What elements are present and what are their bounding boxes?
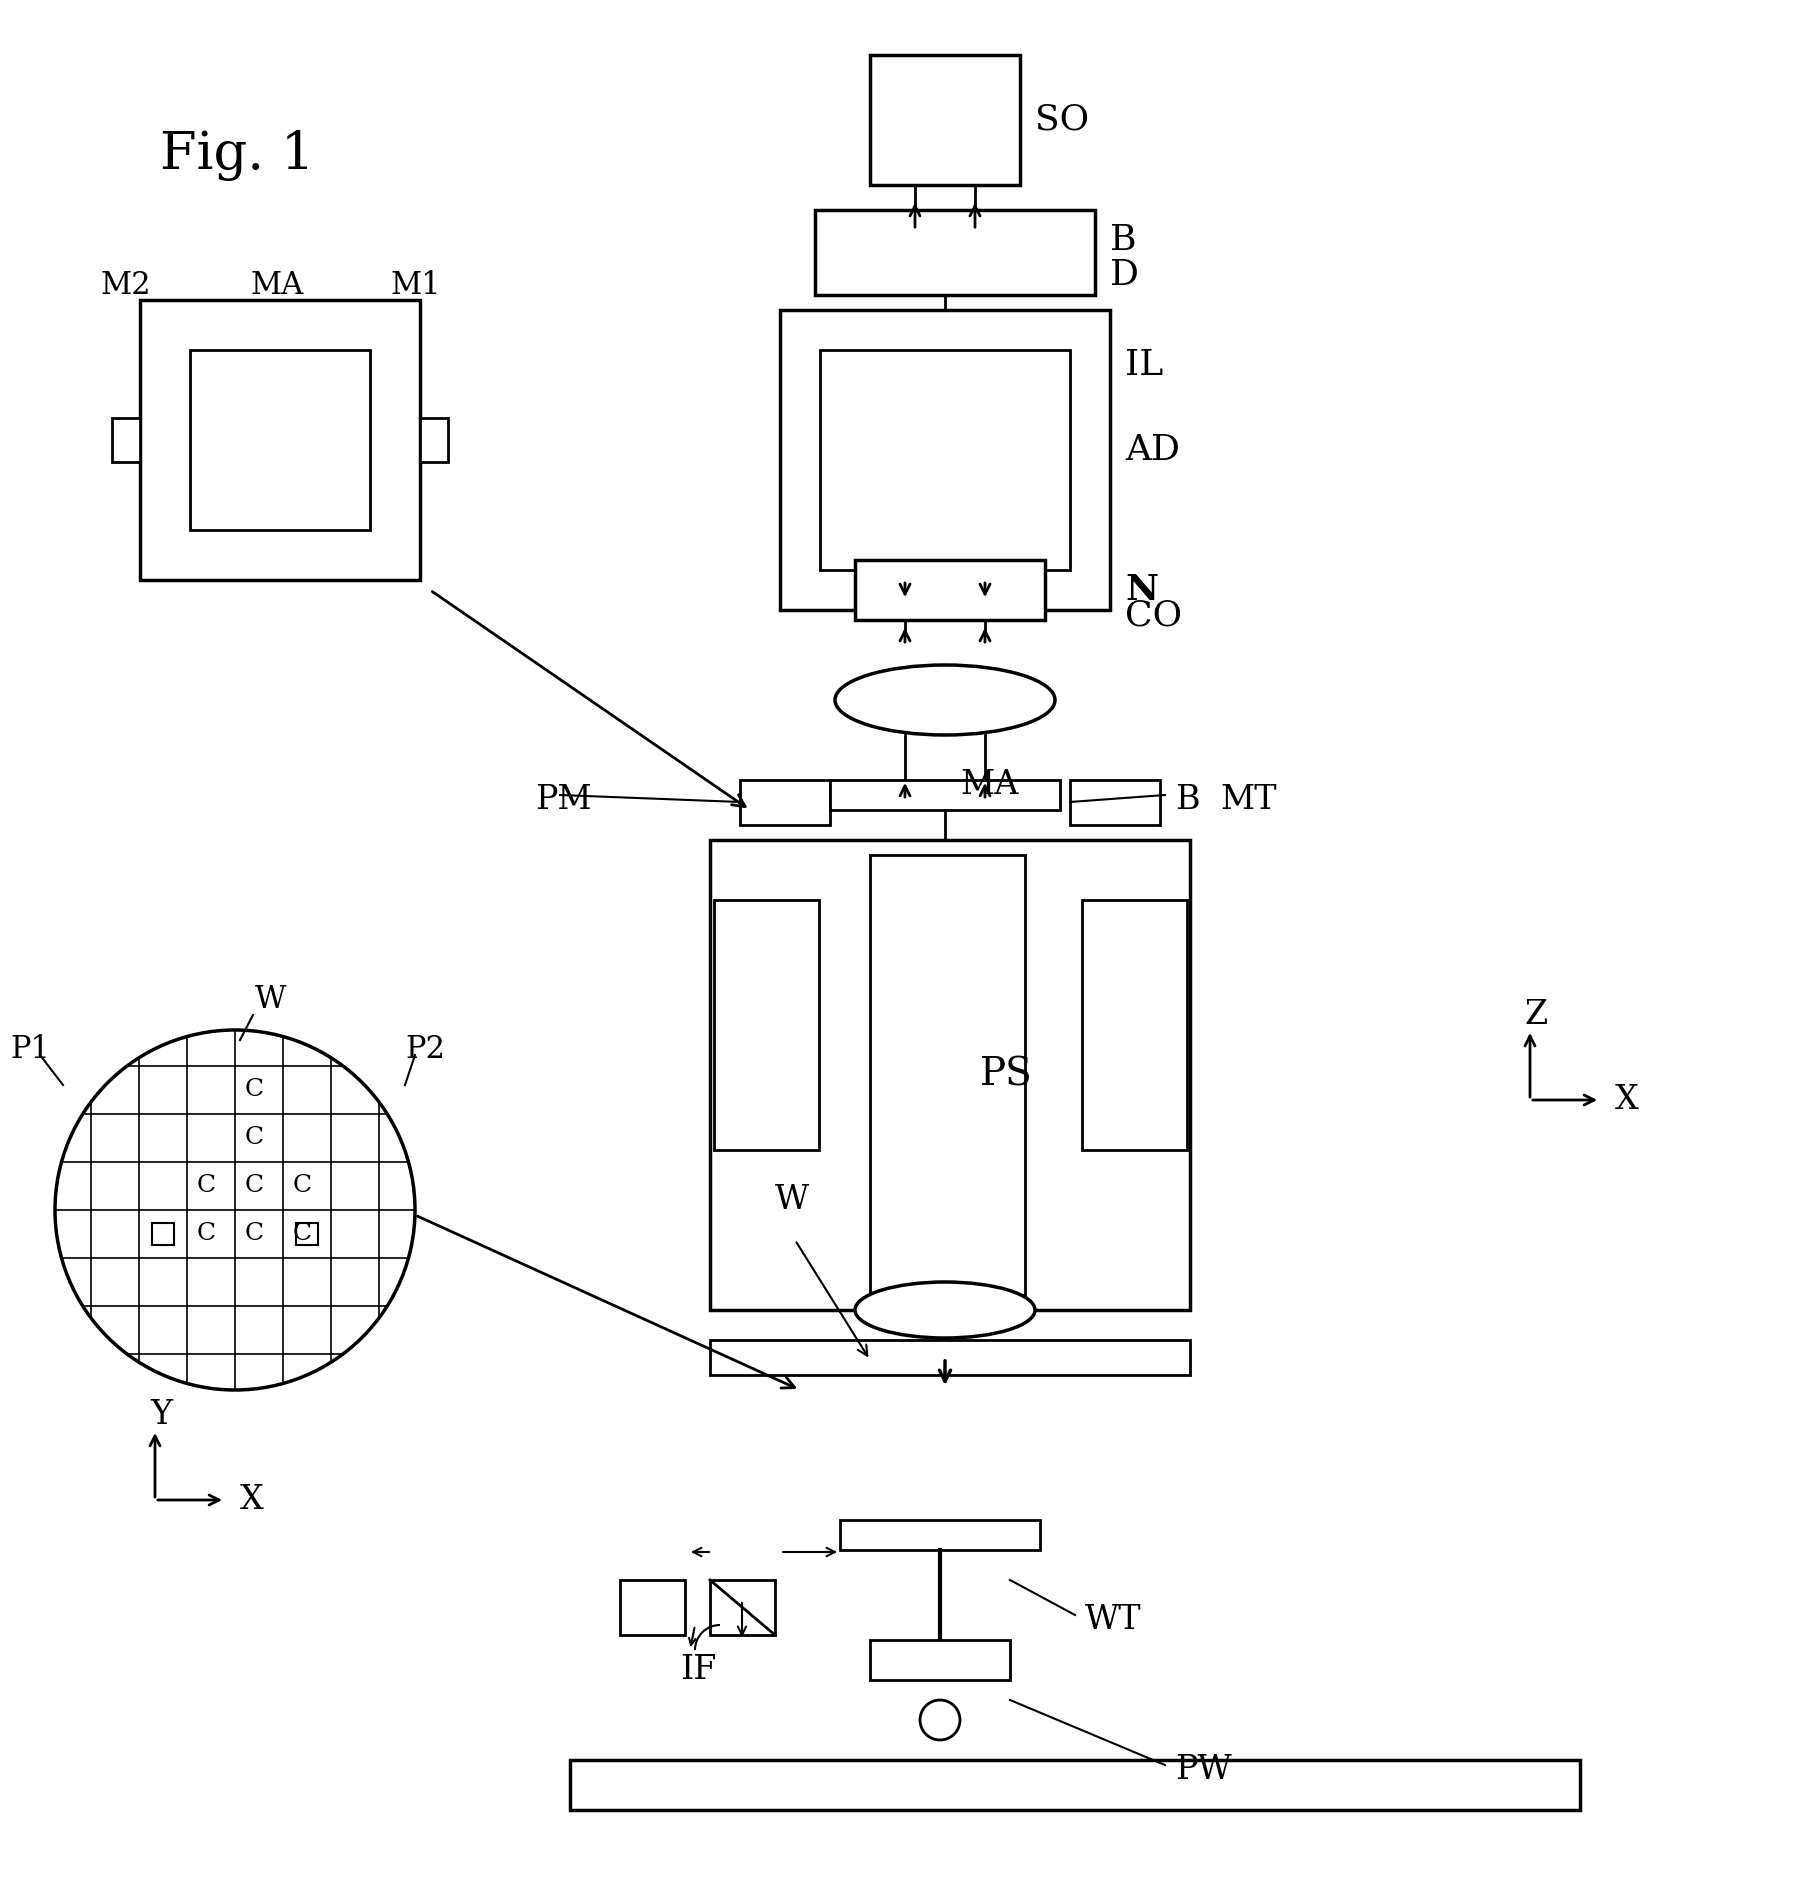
Bar [420, 417, 448, 463]
Text: Z: Z [1525, 999, 1549, 1031]
Text: C: C [245, 1222, 263, 1245]
Text: C: C [292, 1222, 312, 1245]
Text: X: X [240, 1485, 263, 1517]
Text: MA: MA [960, 769, 1019, 801]
Bar [112, 417, 140, 463]
Text: N: N [1126, 572, 1158, 606]
Bar [710, 1579, 774, 1636]
Text: M1: M1 [391, 270, 441, 300]
Text: X: X [1615, 1084, 1639, 1116]
Bar [839, 1521, 1039, 1551]
Text: W: W [774, 1184, 809, 1217]
Text: C: C [245, 1175, 263, 1198]
Text: SO: SO [1036, 104, 1090, 138]
Ellipse shape [836, 665, 1055, 735]
Text: AD: AD [1126, 433, 1180, 467]
Bar [151, 1222, 175, 1245]
Text: Fig. 1: Fig. 1 [160, 130, 315, 181]
Text: IF: IF [681, 1655, 717, 1687]
Bar [816, 210, 1095, 295]
Text: WT: WT [1084, 1604, 1142, 1636]
Bar [870, 1640, 1010, 1679]
Text: B: B [1109, 223, 1136, 257]
Bar [830, 780, 1061, 810]
Text: C: C [245, 1079, 263, 1101]
Text: Y: Y [149, 1400, 173, 1432]
Bar [855, 559, 1045, 620]
Text: CO: CO [1126, 599, 1181, 633]
Text: P2: P2 [405, 1035, 445, 1065]
Bar [870, 55, 1019, 185]
Bar [780, 310, 1109, 610]
Text: B: B [1174, 784, 1199, 816]
Text: P1: P1 [11, 1035, 50, 1065]
Bar [569, 1761, 1579, 1810]
Text: PS: PS [980, 1056, 1032, 1094]
Bar [710, 1339, 1190, 1375]
Text: MA: MA [250, 270, 303, 300]
Text: C: C [196, 1222, 216, 1245]
Text: D: D [1109, 259, 1138, 293]
Bar [713, 899, 819, 1150]
Text: M2: M2 [101, 270, 151, 300]
Bar [1070, 780, 1160, 825]
Bar [295, 1222, 319, 1245]
Text: PM: PM [535, 784, 593, 816]
Bar [710, 841, 1190, 1309]
Text: C: C [292, 1175, 312, 1198]
Text: PW: PW [1174, 1755, 1232, 1785]
Bar [140, 300, 420, 580]
Text: C: C [245, 1126, 263, 1150]
Ellipse shape [855, 1283, 1036, 1337]
Bar [189, 349, 369, 531]
Text: W: W [256, 984, 286, 1016]
Bar [740, 780, 830, 825]
Text: MT: MT [1219, 784, 1277, 816]
Text: IL: IL [1126, 348, 1163, 382]
Bar [870, 856, 1025, 1296]
Bar [1082, 899, 1187, 1150]
Bar [819, 349, 1070, 570]
Bar [620, 1579, 684, 1636]
Text: C: C [196, 1175, 216, 1198]
